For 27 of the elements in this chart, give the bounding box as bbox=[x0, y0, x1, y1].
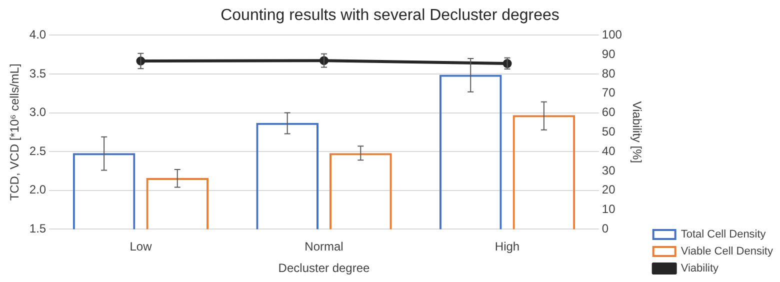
y-tick-label: 3.5 bbox=[29, 66, 46, 80]
y2-tick-label: 100 bbox=[602, 28, 622, 42]
y2-tick-label: 80 bbox=[602, 66, 616, 80]
x-tick-label: Low bbox=[130, 240, 152, 254]
y2-tick-label: 70 bbox=[602, 86, 616, 100]
y-axis-title: TCD, VCD [*10⁶ cells/mL] bbox=[8, 64, 22, 201]
y2-axis-title: Viability [%] bbox=[630, 101, 644, 164]
y-tick-label: 1.5 bbox=[29, 222, 46, 236]
y-tick-label: 2.0 bbox=[29, 182, 46, 197]
legend-label: Viability bbox=[680, 262, 720, 275]
y2-tick-label: 0 bbox=[602, 222, 609, 236]
chart-title: Counting results with several Decluster degrees bbox=[220, 7, 560, 24]
y2-tick-label: 30 bbox=[602, 163, 616, 178]
y2-tick-label: 10 bbox=[602, 202, 616, 216]
legend-label: Viable Cell Density bbox=[680, 246, 774, 258]
y-tick-label: 3.0 bbox=[29, 105, 46, 120]
y2-tick-label: 50 bbox=[602, 124, 616, 139]
x-tick-label: Normal bbox=[304, 240, 344, 254]
y2-tick-label: 60 bbox=[602, 105, 616, 120]
legend-label: Total Cell Density bbox=[680, 228, 766, 241]
x-tick-label: High bbox=[494, 240, 520, 254]
y2-tick-label: 90 bbox=[602, 46, 616, 61]
y-tick-label: 4.0 bbox=[29, 28, 46, 42]
y2-tick-label: 40 bbox=[602, 144, 616, 158]
y2-tick-label: 20 bbox=[602, 182, 616, 197]
y-tick-label: 2.5 bbox=[29, 144, 46, 158]
x-axis-title: Decluster degree bbox=[278, 261, 370, 276]
